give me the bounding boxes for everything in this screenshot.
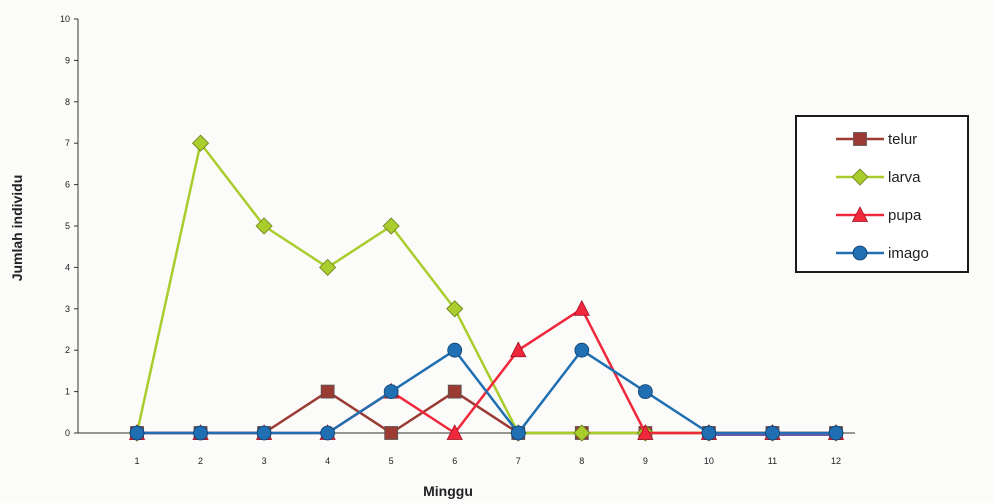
x-tick-label: 2 bbox=[198, 456, 203, 466]
data-point-imago bbox=[129, 425, 145, 441]
legend-label-imago: imago bbox=[888, 245, 929, 262]
y-tick-label: 10 bbox=[60, 14, 70, 24]
data-point-imago bbox=[320, 425, 336, 441]
x-tick-label: 1 bbox=[134, 456, 139, 466]
data-point-larva bbox=[319, 258, 337, 276]
x-tick-label: 9 bbox=[643, 456, 648, 466]
legend-marker-imago bbox=[852, 245, 868, 261]
data-point-imago bbox=[828, 425, 844, 441]
y-tick-label: 6 bbox=[65, 180, 70, 190]
data-point-telur bbox=[320, 384, 335, 399]
data-point-imago bbox=[383, 384, 399, 400]
y-tick-label: 8 bbox=[65, 97, 70, 107]
x-tick-label: 11 bbox=[768, 456, 777, 466]
y-axis-title: Jumlah individu bbox=[9, 175, 25, 282]
data-point-pupa bbox=[637, 424, 654, 440]
data-point-imago bbox=[510, 425, 526, 441]
y-tick-label: 1 bbox=[65, 387, 70, 397]
series-line-imago bbox=[137, 348, 836, 435]
data-point-pupa bbox=[446, 424, 463, 440]
x-tick-label: 8 bbox=[579, 456, 584, 466]
legend-label-pupa: pupa bbox=[888, 207, 922, 224]
series-line-telur bbox=[137, 390, 836, 435]
series-line-larva bbox=[135, 141, 836, 435]
y-tick-label: 2 bbox=[65, 345, 70, 355]
legend-marker-telur bbox=[853, 132, 867, 146]
data-point-imago bbox=[193, 425, 208, 441]
legend: telur larva pupa imago bbox=[795, 115, 969, 273]
y-axis: 0 1 2 3 4 5 6 7 8 9 10 bbox=[60, 14, 79, 438]
legend-label-telur: telur bbox=[888, 131, 917, 148]
series-lines bbox=[128, 134, 845, 442]
y-tick-label: 3 bbox=[65, 304, 70, 314]
series-larva bbox=[128, 134, 845, 442]
data-point-imago bbox=[701, 425, 717, 441]
data-point-larva bbox=[573, 424, 591, 442]
data-point-telur bbox=[447, 384, 462, 399]
legend-label-larva: larva bbox=[888, 169, 921, 186]
x-tick-label: 12 bbox=[831, 456, 841, 466]
data-point-pupa bbox=[573, 299, 590, 316]
data-point-larva bbox=[191, 134, 210, 152]
x-tick-label: 6 bbox=[452, 456, 457, 466]
legend-marker-larva bbox=[851, 168, 869, 186]
y-tick-label: 7 bbox=[65, 138, 70, 148]
data-point-pupa bbox=[510, 341, 527, 358]
data-point-larva bbox=[446, 300, 464, 318]
data-point-larva bbox=[255, 217, 273, 235]
x-tick-label: 5 bbox=[389, 456, 394, 466]
data-point-imago bbox=[574, 342, 590, 358]
y-tick-label: 4 bbox=[65, 262, 70, 272]
data-point-telur bbox=[384, 426, 399, 440]
x-tick-label: 4 bbox=[325, 456, 330, 466]
legend-box bbox=[795, 115, 969, 273]
data-point-imago bbox=[765, 425, 780, 441]
series-imago bbox=[129, 342, 844, 441]
data-point-imago bbox=[637, 384, 653, 400]
data-point-imago bbox=[447, 342, 463, 358]
data-point-imago bbox=[256, 425, 272, 441]
y-tick-label: 9 bbox=[65, 55, 70, 65]
x-tick-label: 10 bbox=[704, 456, 714, 466]
legend-marker-pupa bbox=[851, 206, 869, 222]
y-tick-label: 0 bbox=[65, 428, 70, 438]
x-tick-label: 7 bbox=[516, 456, 521, 466]
data-point-larva bbox=[382, 217, 400, 235]
x-axis-title: Minggu bbox=[423, 483, 473, 499]
y-tick-label: 5 bbox=[65, 221, 70, 231]
x-tick-label: 3 bbox=[262, 456, 267, 466]
